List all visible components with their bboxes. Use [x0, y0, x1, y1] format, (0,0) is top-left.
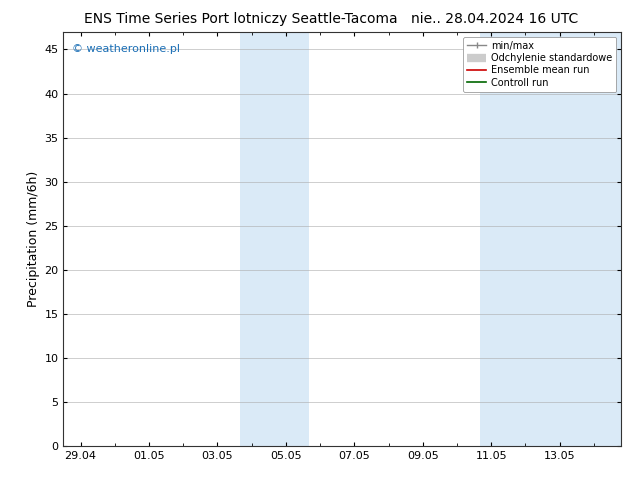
Text: ENS Time Series Port lotniczy Seattle-Tacoma: ENS Time Series Port lotniczy Seattle-Ta…: [84, 12, 398, 26]
Y-axis label: Precipitation (mm/6h): Precipitation (mm/6h): [27, 171, 40, 307]
Text: nie.. 28.04.2024 16 UTC: nie.. 28.04.2024 16 UTC: [411, 12, 578, 26]
Bar: [480, 32, 621, 446]
Bar: [240, 32, 309, 446]
Legend: min/max, Odchylenie standardowe, Ensemble mean run, Controll run: min/max, Odchylenie standardowe, Ensembl…: [463, 37, 616, 92]
Text: © weatheronline.pl: © weatheronline.pl: [72, 44, 180, 54]
